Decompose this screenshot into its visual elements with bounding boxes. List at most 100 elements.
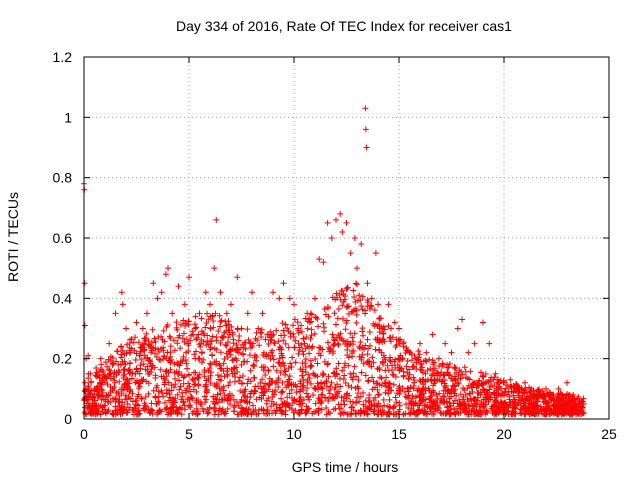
data-point — [204, 332, 211, 339]
data-point — [412, 400, 419, 407]
data-point — [391, 403, 398, 410]
data-point — [113, 407, 120, 414]
data-point — [293, 383, 300, 390]
data-point — [290, 334, 297, 341]
data-point — [412, 393, 419, 400]
data-point — [318, 406, 325, 413]
chart-title: Day 334 of 2016, Rate Of TEC Index for r… — [176, 18, 512, 34]
data-point — [275, 338, 282, 345]
data-point — [277, 369, 284, 376]
data-point — [226, 331, 233, 338]
data-point — [145, 357, 152, 364]
data-point — [457, 401, 464, 408]
data-point — [133, 319, 140, 326]
data-point — [119, 408, 126, 415]
data-point — [121, 351, 128, 358]
data-point — [82, 379, 89, 386]
data-point — [400, 339, 407, 346]
data-point — [532, 406, 539, 413]
data-point — [204, 338, 211, 345]
data-point — [175, 409, 182, 416]
data-point — [311, 408, 318, 415]
data-point — [414, 410, 421, 417]
data-point — [192, 348, 199, 355]
data-point — [130, 339, 137, 346]
data-point — [513, 385, 520, 392]
data-point — [168, 404, 175, 411]
data-point — [95, 391, 102, 398]
data-point — [366, 361, 373, 368]
data-point — [424, 367, 431, 374]
data-point — [292, 337, 299, 344]
data-point — [314, 380, 321, 387]
data-point — [508, 411, 515, 418]
data-point — [381, 326, 388, 333]
data-point — [381, 402, 388, 409]
data-point — [118, 390, 125, 397]
data-point — [281, 399, 288, 406]
data-point — [148, 349, 155, 356]
data-point — [460, 385, 467, 392]
data-point — [402, 410, 409, 417]
data-point — [154, 295, 161, 302]
data-point — [454, 379, 461, 386]
data-point — [171, 347, 178, 354]
data-point — [371, 403, 378, 410]
data-point — [266, 375, 273, 382]
data-point — [104, 398, 111, 405]
data-point — [220, 333, 227, 340]
data-point — [439, 378, 446, 385]
data-point — [268, 398, 275, 405]
data-point — [394, 362, 401, 369]
data-point — [293, 389, 300, 396]
data-point — [351, 235, 358, 241]
data-point — [446, 395, 453, 402]
data-point — [443, 398, 450, 405]
data-point — [207, 301, 213, 308]
data-point — [142, 337, 149, 344]
data-point — [391, 410, 398, 417]
data-point — [157, 357, 164, 364]
data-point — [295, 325, 302, 332]
data-point — [147, 410, 154, 417]
data-point — [297, 378, 304, 385]
data-point — [471, 395, 478, 402]
data-point — [181, 373, 188, 380]
data-point — [152, 350, 159, 357]
data-point — [339, 302, 346, 309]
data-point — [188, 332, 195, 339]
data-point — [323, 404, 330, 411]
data-point — [342, 360, 349, 367]
data-point — [258, 329, 265, 336]
data-point — [142, 366, 149, 373]
data-point — [477, 369, 484, 376]
data-point — [475, 390, 482, 397]
data-point — [330, 394, 337, 401]
data-point — [382, 367, 389, 374]
data-point — [231, 364, 238, 371]
data-point — [334, 371, 341, 378]
data-point — [368, 406, 375, 413]
data-point — [369, 374, 376, 381]
data-point — [455, 372, 462, 379]
data-point — [200, 330, 207, 337]
data-point — [200, 338, 207, 345]
data-point — [467, 395, 474, 402]
data-point — [579, 405, 586, 412]
data-point — [358, 241, 365, 248]
data-point — [315, 395, 322, 402]
data-point — [289, 354, 296, 361]
data-point — [412, 411, 419, 418]
data-point — [371, 307, 378, 314]
data-point — [288, 394, 295, 401]
data-point — [200, 408, 207, 415]
data-point — [393, 399, 400, 406]
data-point — [402, 393, 409, 400]
data-point — [191, 375, 198, 382]
data-point — [221, 392, 228, 399]
data-point — [90, 393, 97, 400]
data-point — [491, 411, 498, 418]
data-point — [488, 405, 495, 412]
data-point — [508, 384, 515, 391]
data-point — [413, 366, 420, 373]
